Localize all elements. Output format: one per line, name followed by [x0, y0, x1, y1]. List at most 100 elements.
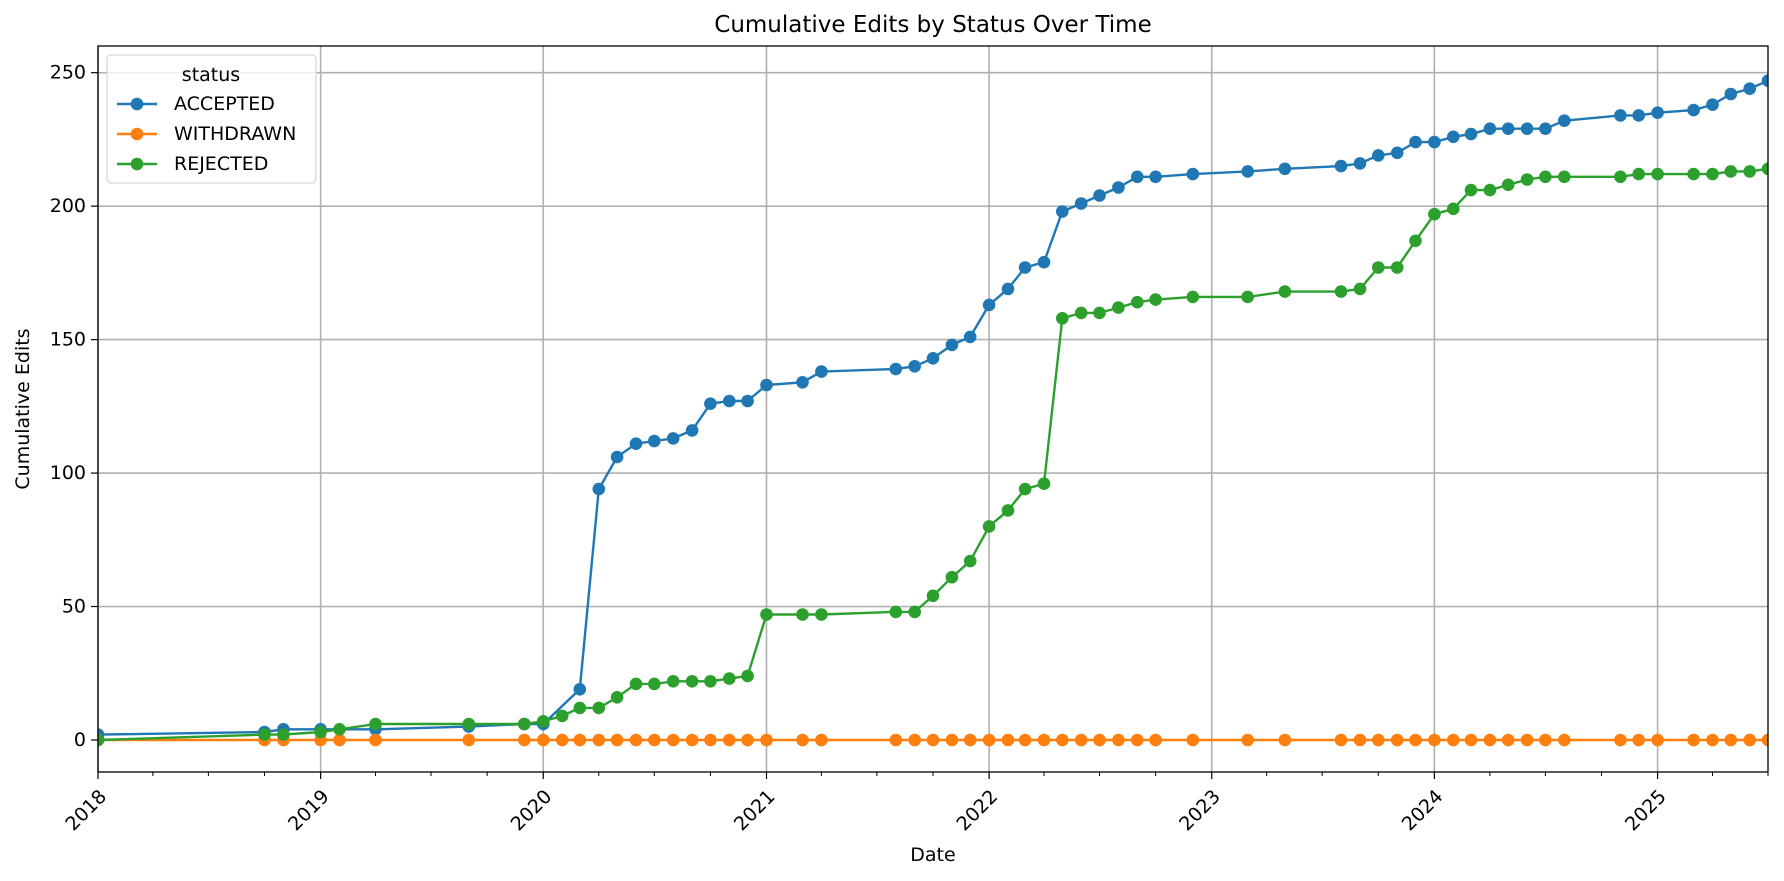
- data-point: [1241, 733, 1254, 747]
- data-point: [610, 450, 624, 464]
- data-point: [610, 691, 624, 704]
- data-point: [1632, 109, 1645, 122]
- data-point: [1278, 162, 1292, 176]
- data-point: [1093, 733, 1106, 747]
- data-point: [1687, 167, 1700, 181]
- data-point: [1761, 733, 1768, 747]
- data-point: [1001, 733, 1015, 747]
- data-point: [926, 352, 940, 365]
- data-point: [1372, 149, 1385, 162]
- data-point: [1037, 733, 1051, 747]
- data-point: [98, 733, 105, 747]
- data-point: [314, 725, 327, 739]
- data-point: [369, 717, 382, 731]
- series-layer: [98, 74, 1768, 747]
- data-point: [963, 733, 977, 747]
- y-tick-label: 200: [50, 195, 86, 217]
- data-point: [1539, 122, 1552, 135]
- data-point: [1093, 306, 1106, 320]
- data-point: [982, 298, 996, 312]
- data-point: [1483, 183, 1497, 197]
- data-point: [648, 677, 661, 691]
- data-point: [1372, 261, 1385, 274]
- data-point: [815, 733, 828, 747]
- data-point: [1447, 733, 1460, 747]
- data-point: [704, 675, 717, 688]
- data-point: [908, 360, 921, 373]
- legend-title: status: [182, 64, 240, 86]
- data-point: [1037, 477, 1051, 491]
- data-point: [1074, 733, 1088, 747]
- data-point: [1743, 82, 1756, 95]
- data-point: [1632, 167, 1645, 181]
- data-point: [908, 605, 921, 619]
- data-point: [1056, 312, 1069, 325]
- data-point: [1241, 165, 1254, 178]
- data-point: [741, 733, 754, 747]
- data-point: [537, 715, 550, 728]
- data-point: [685, 733, 699, 747]
- y-tick-label: 150: [50, 329, 86, 351]
- data-point: [1149, 293, 1162, 306]
- data-point: [1464, 127, 1478, 141]
- data-point: [1447, 202, 1460, 216]
- data-point: [982, 733, 996, 747]
- data-point: [1353, 282, 1367, 296]
- y-tick-label: 0: [74, 729, 86, 751]
- data-point: [462, 733, 476, 747]
- y-tick-label: 50: [62, 596, 86, 618]
- data-point: [926, 589, 940, 603]
- legend-marker-withdrawn: [130, 127, 144, 141]
- data-point: [685, 675, 699, 688]
- y-tick-label: 100: [50, 462, 86, 484]
- data-point: [1353, 733, 1367, 747]
- data-point: [573, 733, 587, 747]
- data-point: [1483, 122, 1497, 135]
- data-point: [685, 424, 699, 437]
- data-point: [1501, 122, 1515, 135]
- data-point: [1520, 173, 1534, 186]
- data-point: [1687, 733, 1700, 747]
- data-point: [666, 432, 680, 445]
- data-point: [1131, 295, 1144, 309]
- data-point: [1632, 733, 1645, 747]
- data-point: [1761, 162, 1768, 176]
- data-point: [1501, 733, 1515, 747]
- data-point: [1743, 733, 1756, 747]
- data-point: [1558, 170, 1571, 184]
- data-point: [1278, 285, 1292, 298]
- data-point: [1539, 170, 1552, 184]
- data-point: [760, 608, 773, 621]
- data-point: [1131, 733, 1144, 747]
- data-point: [592, 701, 606, 715]
- data-point: [1520, 122, 1534, 135]
- y-axis-label: Cumulative Edits: [12, 328, 34, 489]
- data-point: [723, 394, 736, 408]
- data-point: [1409, 135, 1422, 149]
- data-point: [277, 728, 290, 741]
- legend-label-withdrawn: WITHDRAWN: [174, 123, 296, 145]
- data-point: [1074, 306, 1088, 320]
- data-point: [704, 733, 717, 747]
- data-point: [889, 733, 903, 747]
- data-point: [1501, 178, 1515, 192]
- data-point: [1447, 130, 1460, 144]
- data-point: [1409, 234, 1422, 248]
- data-point: [1112, 181, 1125, 194]
- data-point: [1558, 733, 1571, 747]
- data-point: [1056, 205, 1069, 218]
- data-point: [1390, 733, 1404, 747]
- data-point: [704, 397, 717, 411]
- data-point: [1353, 157, 1367, 170]
- data-point: [1539, 733, 1552, 747]
- data-point: [1018, 733, 1032, 747]
- data-point: [1001, 282, 1015, 296]
- data-point: [723, 672, 736, 685]
- series-rejected: [98, 162, 1768, 747]
- data-point: [258, 728, 271, 741]
- data-point: [1056, 733, 1069, 747]
- data-point: [1241, 290, 1254, 304]
- data-point: [1149, 733, 1162, 747]
- data-point: [796, 608, 809, 621]
